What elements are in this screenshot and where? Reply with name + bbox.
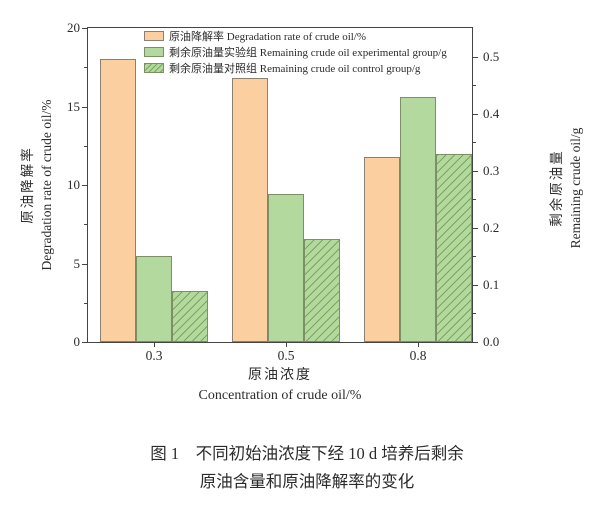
left-axis-major-tick xyxy=(82,28,88,29)
left-axis-minor-tick xyxy=(84,67,88,68)
figure-caption-line2: 原油含量和原油降解率的变化 xyxy=(199,472,415,491)
left-axis-minor-tick xyxy=(84,146,88,147)
right-axis-minor-tick xyxy=(472,199,476,200)
left-axis-title-zh: 原油降解率 xyxy=(20,146,35,224)
left-axis-tick-label: 15 xyxy=(67,99,80,114)
legend-item-degradation-rate: 原油降解率 Degradation rate of crude oil/% xyxy=(144,28,447,44)
right-axis-major-tick xyxy=(472,228,478,229)
left-axis-major-tick xyxy=(82,342,88,343)
x-axis-tick xyxy=(418,342,419,347)
bar-orange-solid-0.5 xyxy=(232,78,268,342)
bar-green-hatch-0.5 xyxy=(304,239,340,342)
left-axis-major-tick xyxy=(82,264,88,265)
legend-swatch-orange-icon xyxy=(144,31,164,41)
bar-green-solid-0.5 xyxy=(268,194,304,342)
x-axis-title: 原油浓度 Concentration of crude oil/% xyxy=(88,366,472,406)
right-axis-tick-label: 0.1 xyxy=(483,277,500,292)
legend-item-control-group: 剩余原油量对照组 Remaining crude oil control gro… xyxy=(144,60,447,76)
right-axis-minor-tick xyxy=(472,142,476,143)
right-axis-tick-label: 0.5 xyxy=(483,49,500,64)
right-axis-tick-label: 0.4 xyxy=(483,106,500,121)
legend-swatch-green-icon xyxy=(144,47,164,57)
left-axis-major-tick xyxy=(82,107,88,108)
left-axis-tick-label: 5 xyxy=(73,256,81,271)
left-axis-tick-label: 10 xyxy=(67,177,80,192)
right-axis-minor-tick xyxy=(472,85,476,86)
right-axis-major-tick xyxy=(472,342,478,343)
left-axis-tick-label: 0 xyxy=(73,334,81,349)
x-axis-title-zh: 原油浓度 xyxy=(248,368,312,383)
left-axis-tick-label: 20 xyxy=(67,20,80,35)
x-axis-title-en: Concentration of crude oil/% xyxy=(198,388,362,403)
x-axis-tick-label: 0.3 xyxy=(145,348,163,363)
plot-area: 原油降解率 Degradation rate of crude oil/% 剩余… xyxy=(87,27,473,343)
legend-swatch-hatched-icon xyxy=(144,63,164,73)
right-axis-major-tick xyxy=(472,57,478,58)
bar-green-hatch-0.8 xyxy=(436,154,472,342)
figure-caption-line1: 图 1 不同初始油浓度下经 10 d 培养后剩余 xyxy=(150,444,464,463)
bar-green-solid-0.3 xyxy=(136,256,172,342)
x-axis-tick xyxy=(286,342,287,347)
figure-caption: 图 1 不同初始油浓度下经 10 d 培养后剩余 原油含量和原油降解率的变化 xyxy=(0,440,614,496)
right-axis-major-tick xyxy=(472,171,478,172)
bar-green-solid-0.8 xyxy=(400,97,436,342)
legend-label: 剩余原油量实验组 Remaining crude oil experimenta… xyxy=(169,47,447,59)
right-axis-major-tick xyxy=(472,114,478,115)
right-axis-title: 剩余原油量 Remaining crude oil/g xyxy=(547,128,585,249)
left-axis-minor-tick xyxy=(84,303,88,304)
right-axis-title-en: Remaining crude oil/g xyxy=(568,127,583,249)
right-axis-minor-tick xyxy=(472,256,476,257)
bar-green-hatch-0.3 xyxy=(172,291,208,342)
right-axis-tick-label: 0.3 xyxy=(483,163,500,178)
bar-orange-solid-0.3 xyxy=(100,59,136,342)
right-axis-tick-label: 0.2 xyxy=(483,220,500,235)
x-axis-tick-label: 0.5 xyxy=(277,348,295,363)
legend-label: 剩余原油量对照组 Remaining crude oil control gro… xyxy=(169,63,421,75)
legend: 原油降解率 Degradation rate of crude oil/% 剩余… xyxy=(144,28,447,76)
bar-orange-solid-0.8 xyxy=(364,157,400,342)
x-axis-tick-label: 0.8 xyxy=(409,348,427,363)
left-axis-minor-tick xyxy=(84,224,88,225)
x-axis-tick xyxy=(154,342,155,347)
right-axis-tick-label: 0.0 xyxy=(483,334,500,349)
legend-label: 原油降解率 Degradation rate of crude oil/% xyxy=(169,31,367,43)
left-axis-major-tick xyxy=(82,185,88,186)
legend-item-experimental-group: 剩余原油量实验组 Remaining crude oil experimenta… xyxy=(144,44,447,60)
right-axis-major-tick xyxy=(472,285,478,286)
right-axis-title-zh: 剩余原油量 xyxy=(549,149,564,227)
right-axis-minor-tick xyxy=(472,313,476,314)
